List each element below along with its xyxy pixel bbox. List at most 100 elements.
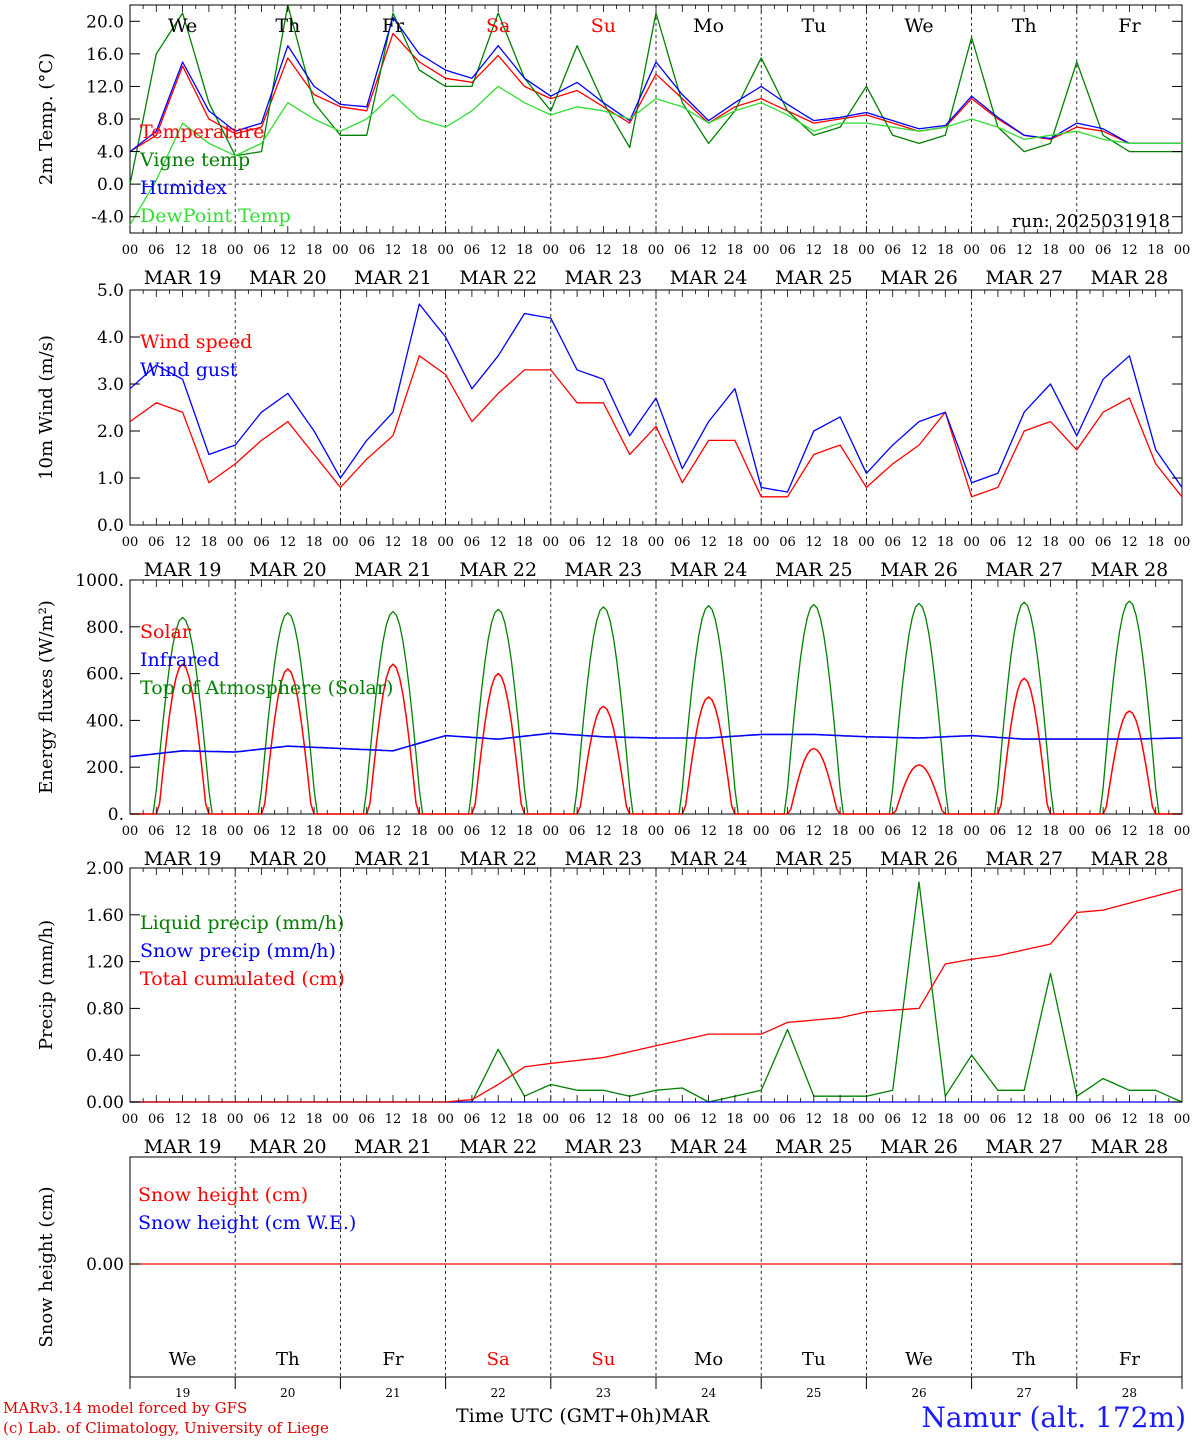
hour-tick-label: 18 [937, 1112, 954, 1127]
date-label: MAR 19 [144, 1136, 222, 1158]
series-vigne-temp [129, 4, 1182, 185]
y-tick-label: 0.80 [86, 999, 124, 1019]
weekday-label: Sa [486, 15, 510, 37]
legend-entry: Humidex [140, 177, 227, 199]
hour-tick-label: 18 [201, 824, 218, 839]
y-tick-label: 4.0 [97, 328, 124, 348]
hour-tick-label: 12 [1121, 1112, 1138, 1127]
legend-entry: Total cumulated (cm) [140, 968, 345, 990]
y-tick-label: 2.0 [97, 422, 124, 442]
hour-tick-label: 00 [543, 243, 560, 258]
date-label: MAR 21 [354, 267, 432, 289]
y-tick-label: 0.40 [86, 1046, 124, 1066]
hour-tick-label: 12 [385, 824, 402, 839]
hour-tick-label: 06 [358, 535, 375, 550]
series-total-cumulated-cm- [130, 888, 1183, 1103]
hour-tick-label: 00 [543, 824, 560, 839]
hour-tick-label: 00 [1069, 824, 1086, 839]
legend-entry: Wind speed [140, 331, 252, 353]
weekday-label: Tu [802, 1349, 826, 1370]
legend-entry: DewPoint Temp [140, 205, 291, 227]
hour-tick-label: 00 [1069, 1112, 1086, 1127]
hour-tick-label: 06 [253, 824, 270, 839]
hour-tick-label: 12 [490, 535, 507, 550]
hour-tick-label: 18 [937, 535, 954, 550]
hour-tick-label: 06 [1095, 824, 1112, 839]
hour-tick-label: 12 [700, 535, 717, 550]
hour-tick-label: 00 [753, 1112, 770, 1127]
hour-tick-label: 12 [385, 243, 402, 258]
date-label: MAR 26 [880, 267, 958, 289]
hour-tick-label: 00 [648, 824, 665, 839]
date-label: MAR 24 [670, 848, 748, 870]
day-number: 27 [1017, 1386, 1032, 1400]
hour-tick-label: 18 [727, 824, 744, 839]
date-label: MAR 26 [880, 1136, 958, 1158]
series-wind-speed [129, 355, 1183, 498]
hour-tick-label: 18 [621, 535, 638, 550]
hour-tick-label: 18 [621, 243, 638, 258]
hour-tick-label: 18 [832, 824, 849, 839]
hour-tick-label: 12 [806, 824, 823, 839]
hour-tick-label: 12 [1016, 1112, 1033, 1127]
y-tick-label: 5.0 [97, 281, 124, 301]
hour-tick-label: 18 [411, 1112, 428, 1127]
hour-tick-label: 06 [569, 1112, 586, 1127]
y-tick-label: 20.0 [86, 12, 124, 32]
date-label: MAR 22 [459, 848, 537, 870]
hour-tick-label: 12 [490, 1112, 507, 1127]
hour-tick-label: 00 [543, 1112, 560, 1127]
hour-tick-label: 06 [674, 243, 691, 258]
date-label: MAR 23 [565, 559, 643, 581]
hour-tick-label: 06 [884, 535, 901, 550]
hour-tick-label: 18 [621, 1112, 638, 1127]
hour-tick-label: 18 [1042, 1112, 1059, 1127]
hour-tick-label: 06 [779, 535, 796, 550]
hour-tick-label: 12 [700, 824, 717, 839]
hour-tick-label: 06 [1095, 1112, 1112, 1127]
hour-tick-label: 00 [227, 1112, 244, 1127]
hour-tick-label: 18 [1147, 535, 1164, 550]
hour-tick-label: 12 [490, 824, 507, 839]
station-label: Namur (alt. 172m) [921, 1401, 1186, 1434]
legend-entry: Snow height (cm W.E.) [138, 1212, 356, 1234]
y-tick-label: 0.0 [97, 175, 124, 195]
date-label: MAR 28 [1091, 1136, 1169, 1158]
hour-tick-label: 06 [464, 824, 481, 839]
hour-tick-label: 12 [385, 1112, 402, 1127]
hour-tick-label: 06 [884, 824, 901, 839]
hour-tick-label: 18 [411, 243, 428, 258]
lab-credit: (c) Lab. of Climatology, University of L… [3, 1419, 329, 1437]
weekday-label: Fr [382, 1349, 403, 1370]
hour-tick-label: 12 [700, 1112, 717, 1127]
hour-tick-label: 12 [911, 535, 928, 550]
hour-tick-label: 00 [648, 535, 665, 550]
hour-tick-label: 12 [174, 824, 191, 839]
day-number: 28 [1122, 1386, 1137, 1400]
hour-tick-label: 18 [1042, 535, 1059, 550]
series-temperature [129, 32, 1182, 153]
hour-tick-label: 12 [174, 243, 191, 258]
date-label: MAR 20 [249, 267, 327, 289]
date-label: MAR 20 [249, 1136, 327, 1158]
hour-tick-label: 12 [806, 1112, 823, 1127]
hour-tick-label: 06 [990, 243, 1007, 258]
hour-tick-label: 00 [1069, 243, 1086, 258]
y-tick-label: 8.0 [97, 110, 124, 130]
weekday-label: Th [276, 1349, 300, 1370]
legend-entry: Vigne temp [139, 149, 250, 171]
hour-tick-label: 12 [280, 1112, 297, 1127]
model-credit: MARv3.14 model forced by GFS [3, 1399, 248, 1417]
day-number: 22 [491, 1386, 506, 1400]
day-number: 23 [596, 1386, 611, 1400]
y-tick-label: 400. [86, 711, 124, 731]
hour-tick-label: 18 [727, 1112, 744, 1127]
y-tick-label: 0.00 [86, 1255, 124, 1275]
hour-tick-label: 18 [727, 243, 744, 258]
hour-tick-label: 06 [569, 535, 586, 550]
hour-tick-label: 12 [806, 535, 823, 550]
date-label: MAR 19 [144, 267, 222, 289]
weekday-label: Fr [1118, 15, 1141, 37]
weekday-label: Th [1012, 1349, 1036, 1370]
hour-tick-label: 00 [437, 243, 454, 258]
